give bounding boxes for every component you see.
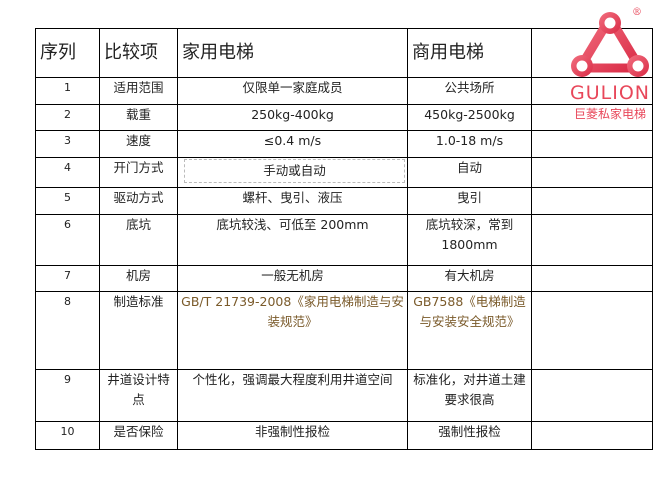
- item-cell: 适用范围: [99, 77, 178, 105]
- item-cell: 是否保险: [99, 421, 178, 450]
- row-number-cell: 2: [35, 104, 100, 131]
- home-elevator-cell: 底坑较浅、可低至 200mm: [177, 214, 408, 266]
- svg-text:®: ®: [632, 7, 642, 18]
- comparison-table: 序列 比较项 家用电梯 商用电梯 1 适用范围 仅限单一家庭成员 公共场所 2 载重 250…: [35, 28, 653, 450]
- home-elevator-cell: 一般无机房: [177, 265, 408, 292]
- empty-cell: [531, 130, 653, 158]
- table-row: 7 机房 一般无机房 有大机房: [35, 265, 653, 292]
- table-row: 10 是否保险 非强制性报检 强制性报检: [35, 421, 653, 450]
- row-number-cell: 9: [35, 369, 100, 422]
- table-row: 8 制造标准 GB/T 21739-2008《家用电梯制造与安装规范》 GB7588《…: [35, 291, 653, 370]
- home-elevator-cell: 非强制性报检: [177, 421, 408, 450]
- table-row: 9 井道设计特点 个性化，强调最大程度利用井道空间 标准化，对井道土建要求很高: [35, 369, 653, 422]
- home-elevator-cell: 仅限单一家庭成员: [177, 77, 408, 105]
- row-number-cell: 1: [35, 77, 100, 105]
- table-row: 3 速度 ≤0.4 m/s 1.0-18 m/s: [35, 130, 653, 158]
- item-cell: 机房: [99, 265, 178, 292]
- item-cell: 底坑: [99, 214, 178, 266]
- row-number-cell: 5: [35, 187, 100, 215]
- home-elevator-cell: 手动或自动: [177, 157, 408, 188]
- item-cell: 开门方式: [99, 157, 178, 188]
- header-cell: 序列: [35, 28, 100, 78]
- empty-cell: [531, 104, 653, 131]
- gulion-logo: ® GULION 巨菱私家电梯: [570, 7, 650, 121]
- table-row: 4 开门方式 手动或自动 自动: [35, 157, 653, 188]
- home-elevator-cell: ≤0.4 m/s: [177, 130, 408, 158]
- row-number-cell: 8: [35, 291, 100, 370]
- commercial-elevator-cell: 自动: [407, 157, 532, 188]
- home-elevator-cell: 250kg-400kg: [177, 104, 408, 131]
- commercial-elevator-cell: 450kg-2500kg: [407, 104, 532, 131]
- empty-cell: [531, 157, 653, 188]
- item-cell: 速度: [99, 130, 178, 158]
- svg-text:巨菱私家电梯: 巨菱私家电梯: [574, 106, 646, 121]
- row-number-cell: 7: [35, 265, 100, 292]
- commercial-elevator-cell: 强制性报检: [407, 421, 532, 450]
- commercial-elevator-cell: 曳引: [407, 187, 532, 215]
- table-row: 1 适用范围 仅限单一家庭成员 公共场所: [35, 77, 653, 105]
- table-row: 5 驱动方式 螺杆、曳引、液压 曳引: [35, 187, 653, 215]
- text-box: 手动或自动: [184, 159, 405, 183]
- empty-cell: [531, 187, 653, 215]
- commercial-elevator-cell: 1.0-18 m/s: [407, 130, 532, 158]
- commercial-elevator-cell: 底坑较深，常到 1800mm: [407, 214, 532, 266]
- svg-text:GULION: GULION: [570, 82, 650, 104]
- header-cell: 家用电梯: [177, 28, 408, 78]
- row-number-cell: 4: [35, 157, 100, 188]
- empty-cell: [531, 214, 653, 266]
- header-cell: 商用电梯: [407, 28, 532, 78]
- item-cell: 井道设计特点: [99, 369, 178, 422]
- empty-cell: [531, 291, 653, 370]
- commercial-elevator-cell: 标准化，对井道土建要求很高: [407, 369, 532, 422]
- header-cell: 比较项: [99, 28, 178, 78]
- item-cell: 制造标准: [99, 291, 178, 370]
- empty-cell: [531, 421, 653, 450]
- home-elevator-cell: 个性化，强调最大程度利用井道空间: [177, 369, 408, 422]
- table-row: 2 载重 250kg-400kg 450kg-2500kg: [35, 104, 653, 131]
- commercial-elevator-cell: 有大机房: [407, 265, 532, 292]
- empty-cell: [531, 369, 653, 422]
- commercial-elevator-cell: 公共场所: [407, 77, 532, 105]
- home-elevator-cell: GB/T 21739-2008《家用电梯制造与安装规范》: [177, 291, 408, 370]
- item-cell: 载重: [99, 104, 178, 131]
- item-cell: 驱动方式: [99, 187, 178, 215]
- table-header-row: 序列 比较项 家用电梯 商用电梯: [35, 28, 653, 78]
- row-number-cell: 10: [35, 421, 100, 450]
- row-number-cell: 3: [35, 130, 100, 158]
- home-elevator-cell: 螺杆、曳引、液压: [177, 187, 408, 215]
- table-row: 6 底坑 底坑较浅、可低至 200mm 底坑较深，常到 1800mm: [35, 214, 653, 266]
- row-number-cell: 6: [35, 214, 100, 266]
- commercial-elevator-cell: GB7588《电梯制造与安装安全规范》: [407, 291, 532, 370]
- empty-cell: [531, 265, 653, 292]
